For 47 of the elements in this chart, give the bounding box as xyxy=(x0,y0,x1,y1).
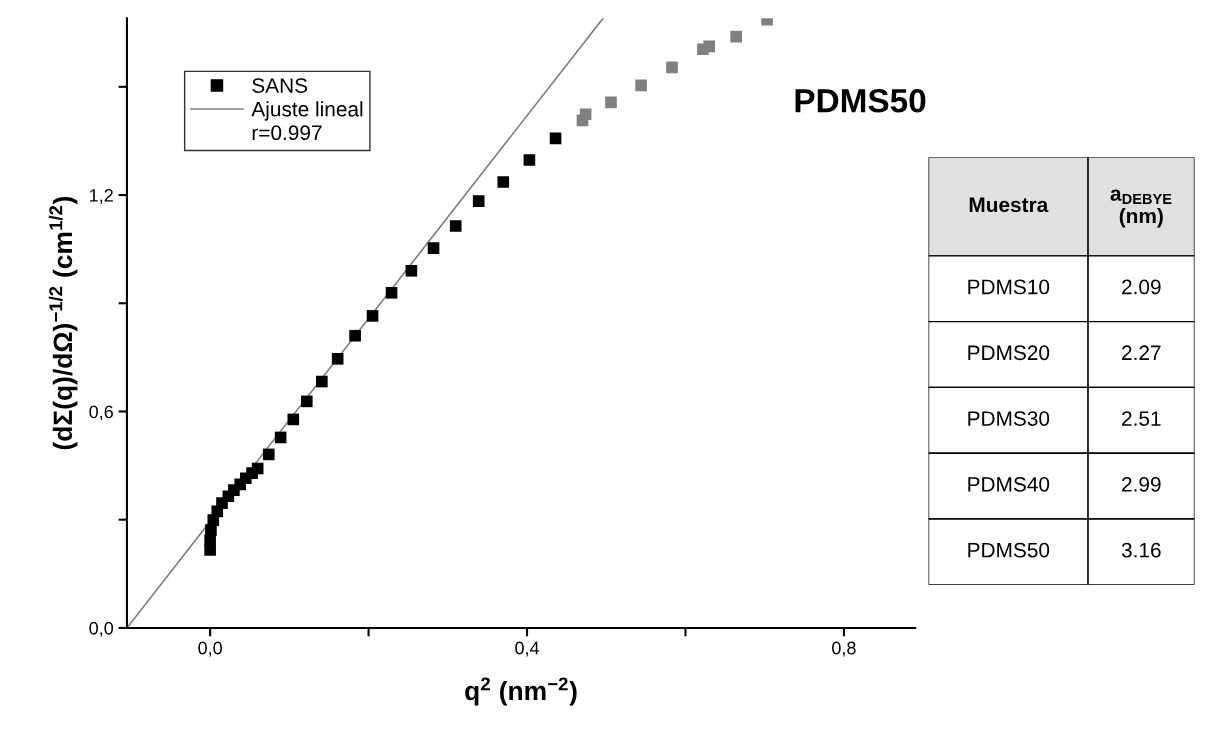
point xyxy=(385,286,398,299)
text: 2.27 xyxy=(1122,345,1161,360)
point xyxy=(449,220,462,232)
point xyxy=(497,176,510,188)
point xyxy=(274,431,287,444)
x-tick-label: 0,4 xyxy=(515,641,540,657)
point xyxy=(523,154,536,166)
point xyxy=(427,242,440,254)
point xyxy=(605,96,617,109)
point xyxy=(287,413,300,426)
x-tick-label: 0,0 xyxy=(198,641,222,657)
text: PDMS10 xyxy=(968,279,1050,295)
text: 3.16 xyxy=(1121,542,1161,558)
y-tick-label: 0,6 xyxy=(89,405,113,421)
point xyxy=(405,264,418,277)
point xyxy=(349,329,361,342)
x-tick-label: 0,8 xyxy=(832,641,856,657)
x-axis-title: q$^{2}$ (nm$^{−2}$) xyxy=(465,677,577,706)
annotation: PDMS50 xyxy=(795,88,926,113)
y-axis-title: (dΣ(q)/dΩ)$^{−1/2}$ (cm$^{1/2}$) xyxy=(48,196,78,450)
text: 2.99 xyxy=(1122,476,1161,492)
point xyxy=(666,61,678,74)
point xyxy=(251,462,264,475)
text: PDMS50 xyxy=(968,542,1050,558)
point xyxy=(703,40,716,53)
point xyxy=(472,195,485,207)
annotation: r=0.997 xyxy=(252,125,322,141)
legend-label: SANS xyxy=(252,78,308,93)
text: PDMS20 xyxy=(968,345,1050,361)
point xyxy=(635,79,647,92)
y-tick-label: 0,0 xyxy=(89,621,114,637)
text: a$_{DEBYE}$ (nm) xyxy=(1110,189,1172,228)
text: PDMS40 xyxy=(968,476,1050,492)
text: 2.51 xyxy=(1122,411,1161,426)
text: Muestra xyxy=(969,197,1049,213)
point xyxy=(316,375,328,388)
point xyxy=(730,30,742,43)
point xyxy=(331,353,344,365)
y-tick-label: 1,2 xyxy=(90,188,113,204)
point xyxy=(579,108,592,121)
point xyxy=(262,448,275,461)
point xyxy=(300,395,313,408)
text: 2.09 xyxy=(1122,279,1161,295)
text: PDMS30 xyxy=(968,411,1050,426)
legend-label: Ajuste lineal xyxy=(251,101,363,121)
point xyxy=(549,132,562,145)
point xyxy=(366,310,379,322)
